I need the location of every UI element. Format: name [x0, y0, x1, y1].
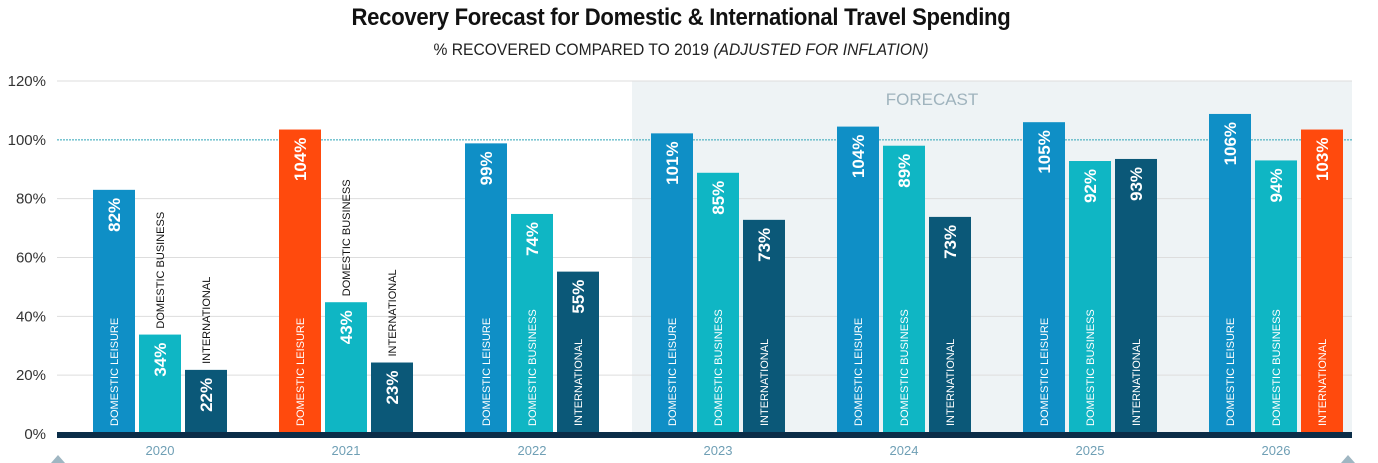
- x-axis-baseline: [57, 432, 1352, 438]
- data-label: 85%: [709, 181, 728, 215]
- series-label: INTERNATIONAL: [759, 339, 771, 426]
- x-tick-label: 2024: [890, 443, 919, 458]
- y-tick-label: 20%: [16, 367, 46, 384]
- series-label: DOMESTIC BUSINESS: [1271, 309, 1283, 426]
- y-tick-label: 80%: [16, 191, 46, 208]
- series-label: DOMESTIC LEISURE: [853, 318, 865, 426]
- bar: [139, 334, 181, 434]
- x-tick-label: 2021: [332, 443, 361, 458]
- series-label: INTERNATIONAL: [1131, 339, 1143, 426]
- data-label: 55%: [569, 280, 588, 314]
- series-label: DOMESTIC BUSINESS: [1085, 309, 1097, 426]
- bar: [651, 133, 693, 434]
- data-label: 73%: [755, 228, 774, 262]
- bar: [929, 216, 971, 434]
- bar: [557, 271, 599, 434]
- series-label: DOMESTIC BUSINESS: [713, 309, 725, 426]
- bar: [1069, 161, 1111, 434]
- right-marker-icon: [1341, 455, 1355, 463]
- x-tick-label: 2025: [1076, 443, 1105, 458]
- data-label: 82%: [105, 198, 124, 232]
- subtitle-main: % RECOVERED COMPARED TO 2019: [433, 40, 714, 59]
- y-tick-label: 0%: [24, 426, 46, 443]
- data-label: 43%: [337, 310, 356, 344]
- data-label: 101%: [663, 141, 682, 184]
- bar: [279, 129, 321, 434]
- bar: [1255, 160, 1297, 435]
- y-tick-label: 100%: [8, 132, 46, 149]
- series-label: DOMESTIC BUSINESS: [341, 179, 353, 296]
- bar: [1301, 129, 1343, 434]
- series-label: DOMESTIC BUSINESS: [527, 309, 539, 426]
- series-label: DOMESTIC LEISURE: [481, 318, 493, 426]
- data-label: 94%: [1267, 168, 1286, 202]
- bar: [743, 219, 785, 434]
- series-label: DOMESTIC LEISURE: [109, 318, 121, 426]
- data-label: 103%: [1313, 138, 1332, 181]
- bar: [1115, 158, 1157, 434]
- bar: [371, 362, 413, 434]
- series-label: DOMESTIC LEISURE: [1039, 318, 1051, 426]
- series-label: INTERNATIONAL: [945, 339, 957, 426]
- series-label: DOMESTIC LEISURE: [295, 318, 307, 426]
- series-label: INTERNATIONAL: [573, 339, 585, 426]
- data-label: 89%: [895, 154, 914, 188]
- data-label: 104%: [849, 135, 868, 178]
- bar: [883, 145, 925, 434]
- series-label: INTERNATIONAL: [201, 277, 213, 364]
- bar: [93, 189, 135, 434]
- data-label: 92%: [1081, 169, 1100, 203]
- chart-subtitle: % RECOVERED COMPARED TO 2019 (ADJUSTED F…: [54, 40, 1307, 60]
- data-label: 22%: [197, 378, 216, 412]
- bar: [697, 172, 739, 434]
- bar: [325, 302, 367, 434]
- bar: [1023, 122, 1065, 434]
- series-label: DOMESTIC LEISURE: [667, 318, 679, 426]
- x-tick-label: 2020: [146, 443, 175, 458]
- series-label: INTERNATIONAL: [1317, 339, 1329, 426]
- y-tick-label: 40%: [16, 308, 46, 325]
- data-label: 106%: [1221, 122, 1240, 165]
- bar: [837, 126, 879, 435]
- y-tick-label: 120%: [8, 73, 46, 90]
- bar: [511, 213, 553, 434]
- data-label: 73%: [941, 225, 960, 259]
- data-label: 93%: [1127, 167, 1146, 201]
- series-label: DOMESTIC BUSINESS: [155, 212, 167, 329]
- data-label: 104%: [291, 138, 310, 181]
- bar: [465, 143, 507, 434]
- series-label: DOMESTIC BUSINESS: [899, 309, 911, 426]
- y-tick-label: 60%: [16, 250, 46, 267]
- forecast-label: FORECAST: [886, 90, 979, 109]
- x-tick-label: 2022: [518, 443, 547, 458]
- data-label: 74%: [523, 222, 542, 256]
- data-label: 105%: [1035, 130, 1054, 173]
- series-label: DOMESTIC LEISURE: [1225, 318, 1237, 426]
- x-tick-label: 2026: [1262, 443, 1291, 458]
- chart-title: Recovery Forecast for Domestic & Interna…: [351, 4, 1011, 31]
- bar: [185, 369, 227, 434]
- bar: [1209, 113, 1251, 435]
- x-tick-label: 2023: [704, 443, 733, 458]
- left-marker-icon: [51, 455, 65, 463]
- series-label: INTERNATIONAL: [387, 269, 399, 356]
- subtitle-italic: (ADJUSTED FOR INFLATION): [713, 40, 929, 59]
- data-label: 23%: [383, 371, 402, 405]
- data-label: 34%: [151, 343, 170, 377]
- data-label: 99%: [477, 151, 496, 185]
